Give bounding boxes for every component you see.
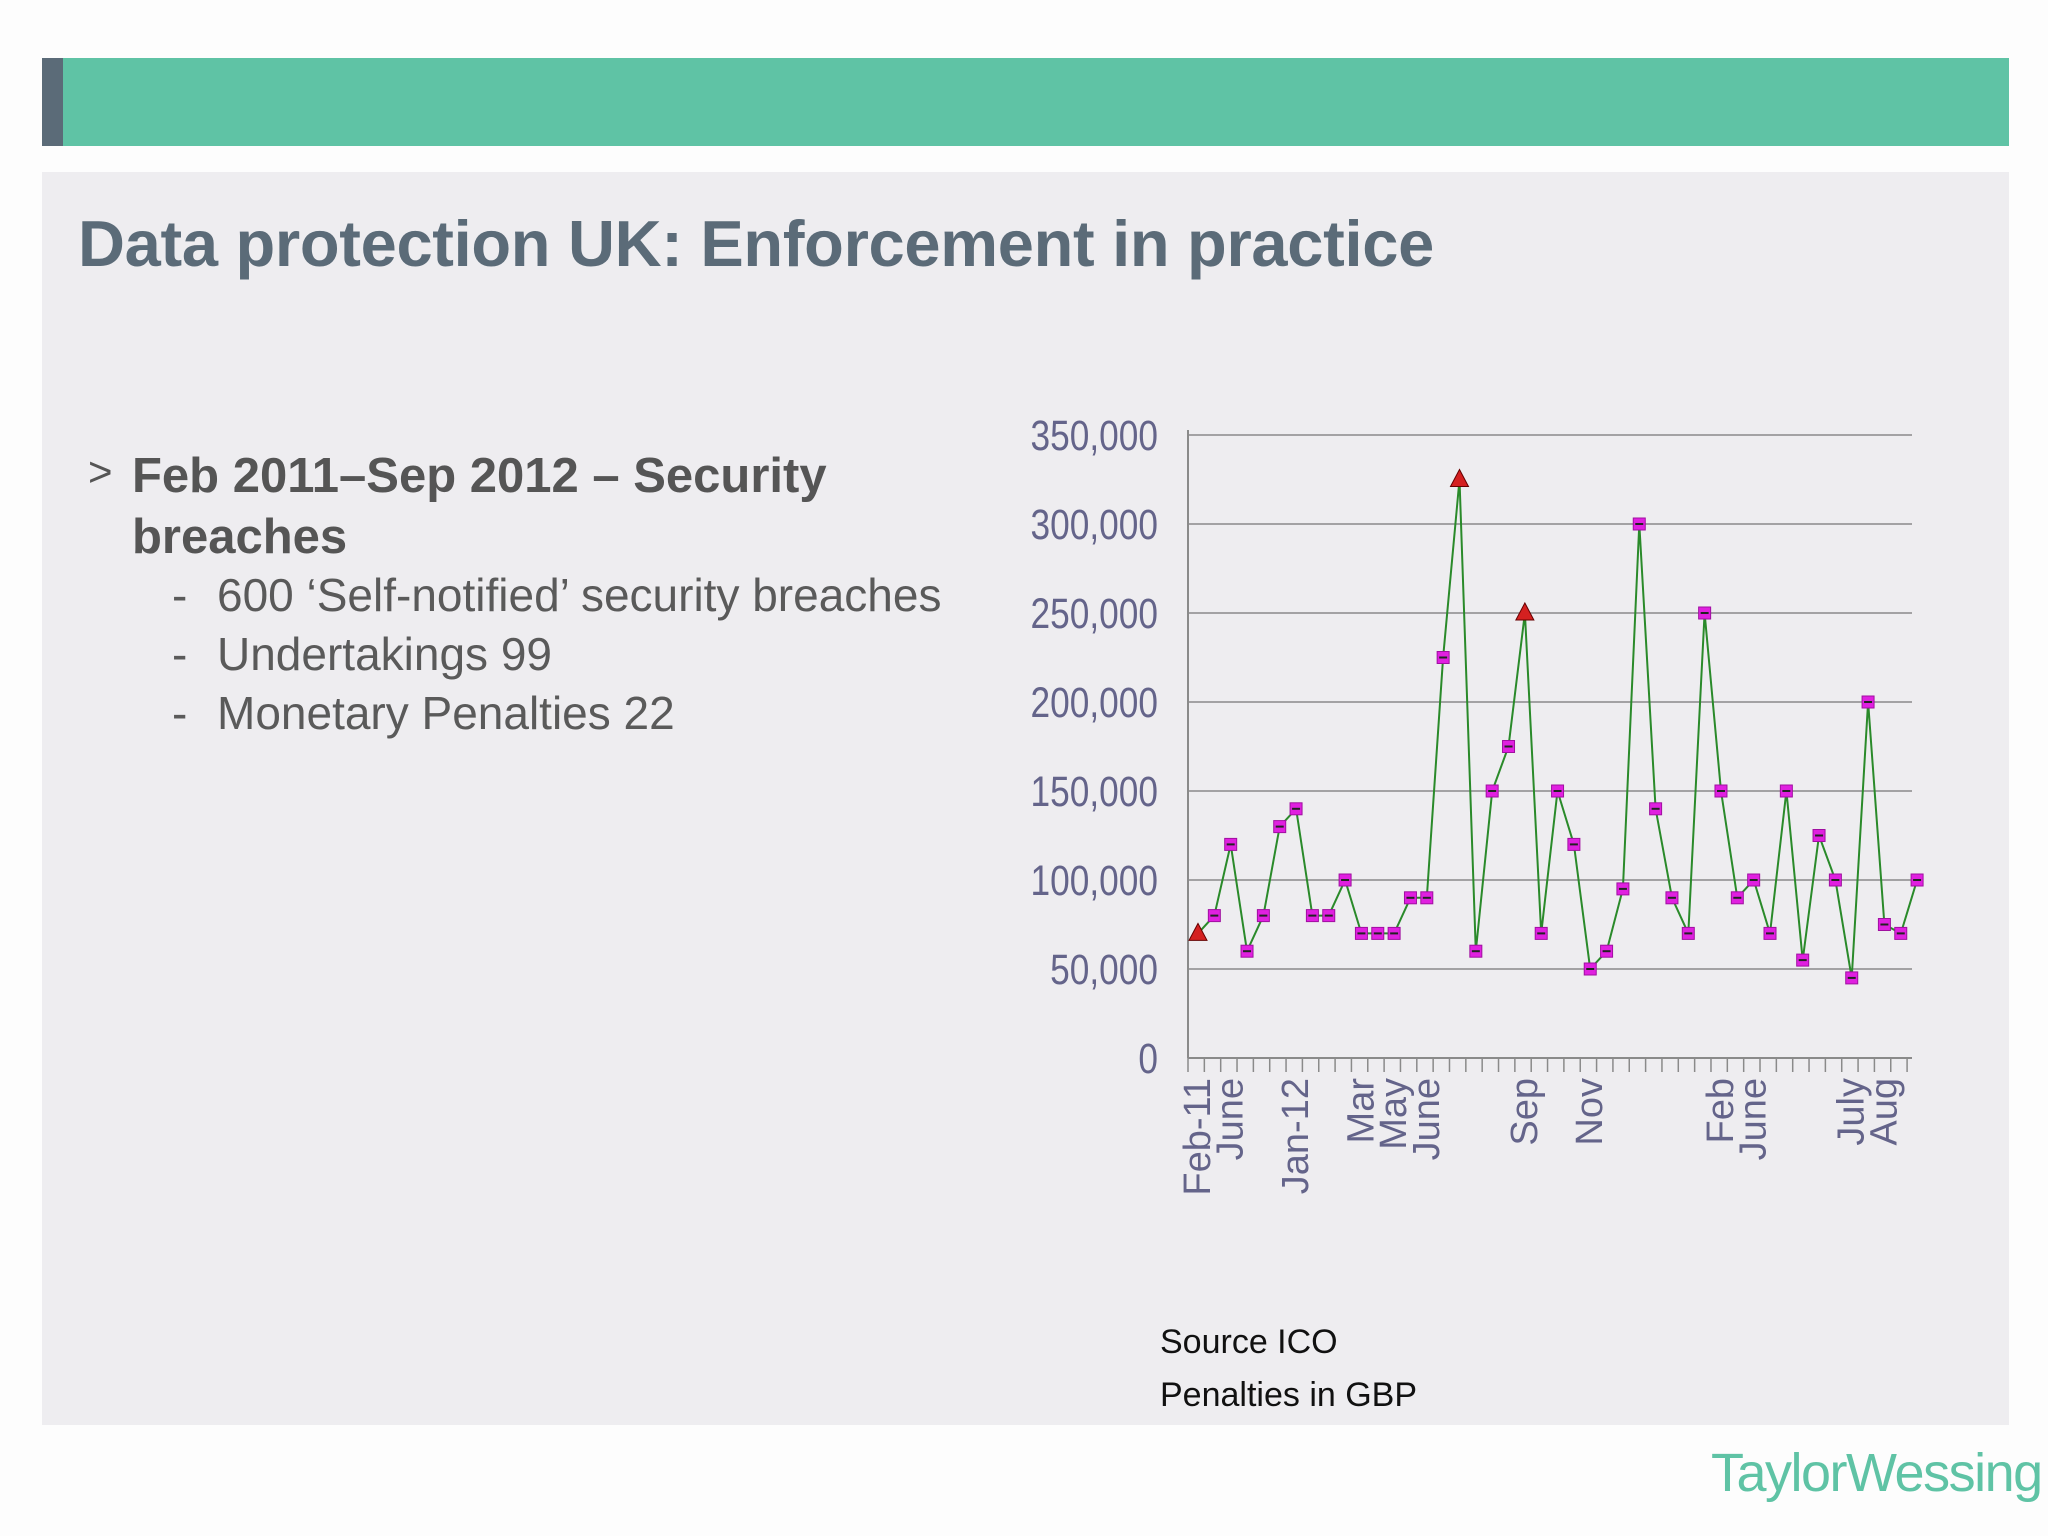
x-tick-label: Mar [1340, 1078, 1382, 1144]
data-point [1449, 468, 1470, 487]
slide-title: Data protection UK: Enforcement in pract… [78, 207, 1434, 280]
y-tick-label: 100,000 [1031, 857, 1158, 905]
sub-bullet-item: -600 ‘Self-notified’ security breaches [172, 569, 942, 621]
source-line: Source ICO [1160, 1323, 1338, 1361]
x-tick-label: June [1210, 1078, 1252, 1160]
x-tick-label: Feb [1700, 1078, 1742, 1143]
units-line: Penalties in GBP [1160, 1376, 1418, 1414]
data-point [1188, 922, 1208, 941]
sub-bullet-text: Undertakings 99 [217, 628, 552, 680]
series-line [1197, 479, 1919, 979]
sub-bullet-text: 600 ‘Self-notified’ security breaches [217, 569, 942, 621]
penalties-line-chart: 0 50,000 100,000 150,000 200,000 250,000 300,0… [1031, 412, 1924, 1196]
y-tick-label: 0 [1138, 1035, 1158, 1083]
taylor-wessing-logo: TaylorWessing [1711, 1443, 2043, 1503]
y-tick-label: 150,000 [1031, 768, 1158, 816]
y-tick-label: 350,000 [1031, 412, 1158, 460]
bullet-marker: > [88, 448, 113, 495]
x-tick-label: Feb-11 [1177, 1078, 1219, 1196]
data-point [1515, 601, 1535, 621]
bullet-heading: Feb 2011–Sep 2012 – Security breaches [132, 449, 827, 564]
x-tick-label: Jan-12 [1275, 1078, 1317, 1194]
header-band-accent [42, 58, 63, 146]
sub-bullet-item: - Undertakings 99 [172, 628, 552, 680]
y-tick-label: 200,000 [1031, 679, 1158, 727]
sub-bullet-list: -600 ‘Self-notified’ security breaches -… [172, 566, 941, 743]
y-tick-label: 300,000 [1031, 501, 1158, 549]
x-tick-label: July [1831, 1078, 1873, 1146]
x-tick-label: Sep [1504, 1078, 1546, 1146]
x-tick-label: June [1406, 1078, 1448, 1160]
y-tick-label: 250,000 [1031, 590, 1158, 638]
x-tick-label: May [1373, 1078, 1415, 1150]
x-tick-label: Aug [1863, 1078, 1905, 1146]
y-tick-label: 50,000 [1050, 946, 1158, 994]
content-panel [42, 172, 2009, 1425]
sub-bullet-text: Monetary Penalties 22 [217, 687, 675, 739]
x-tick-label: June [1733, 1078, 1775, 1160]
sub-bullet-item: - Monetary Penalties 22 [172, 687, 675, 739]
source-note: Source ICO Penalties in GBP [1160, 1316, 1417, 1422]
header-band [42, 58, 2009, 146]
x-tick-label: Nov [1569, 1078, 1611, 1146]
